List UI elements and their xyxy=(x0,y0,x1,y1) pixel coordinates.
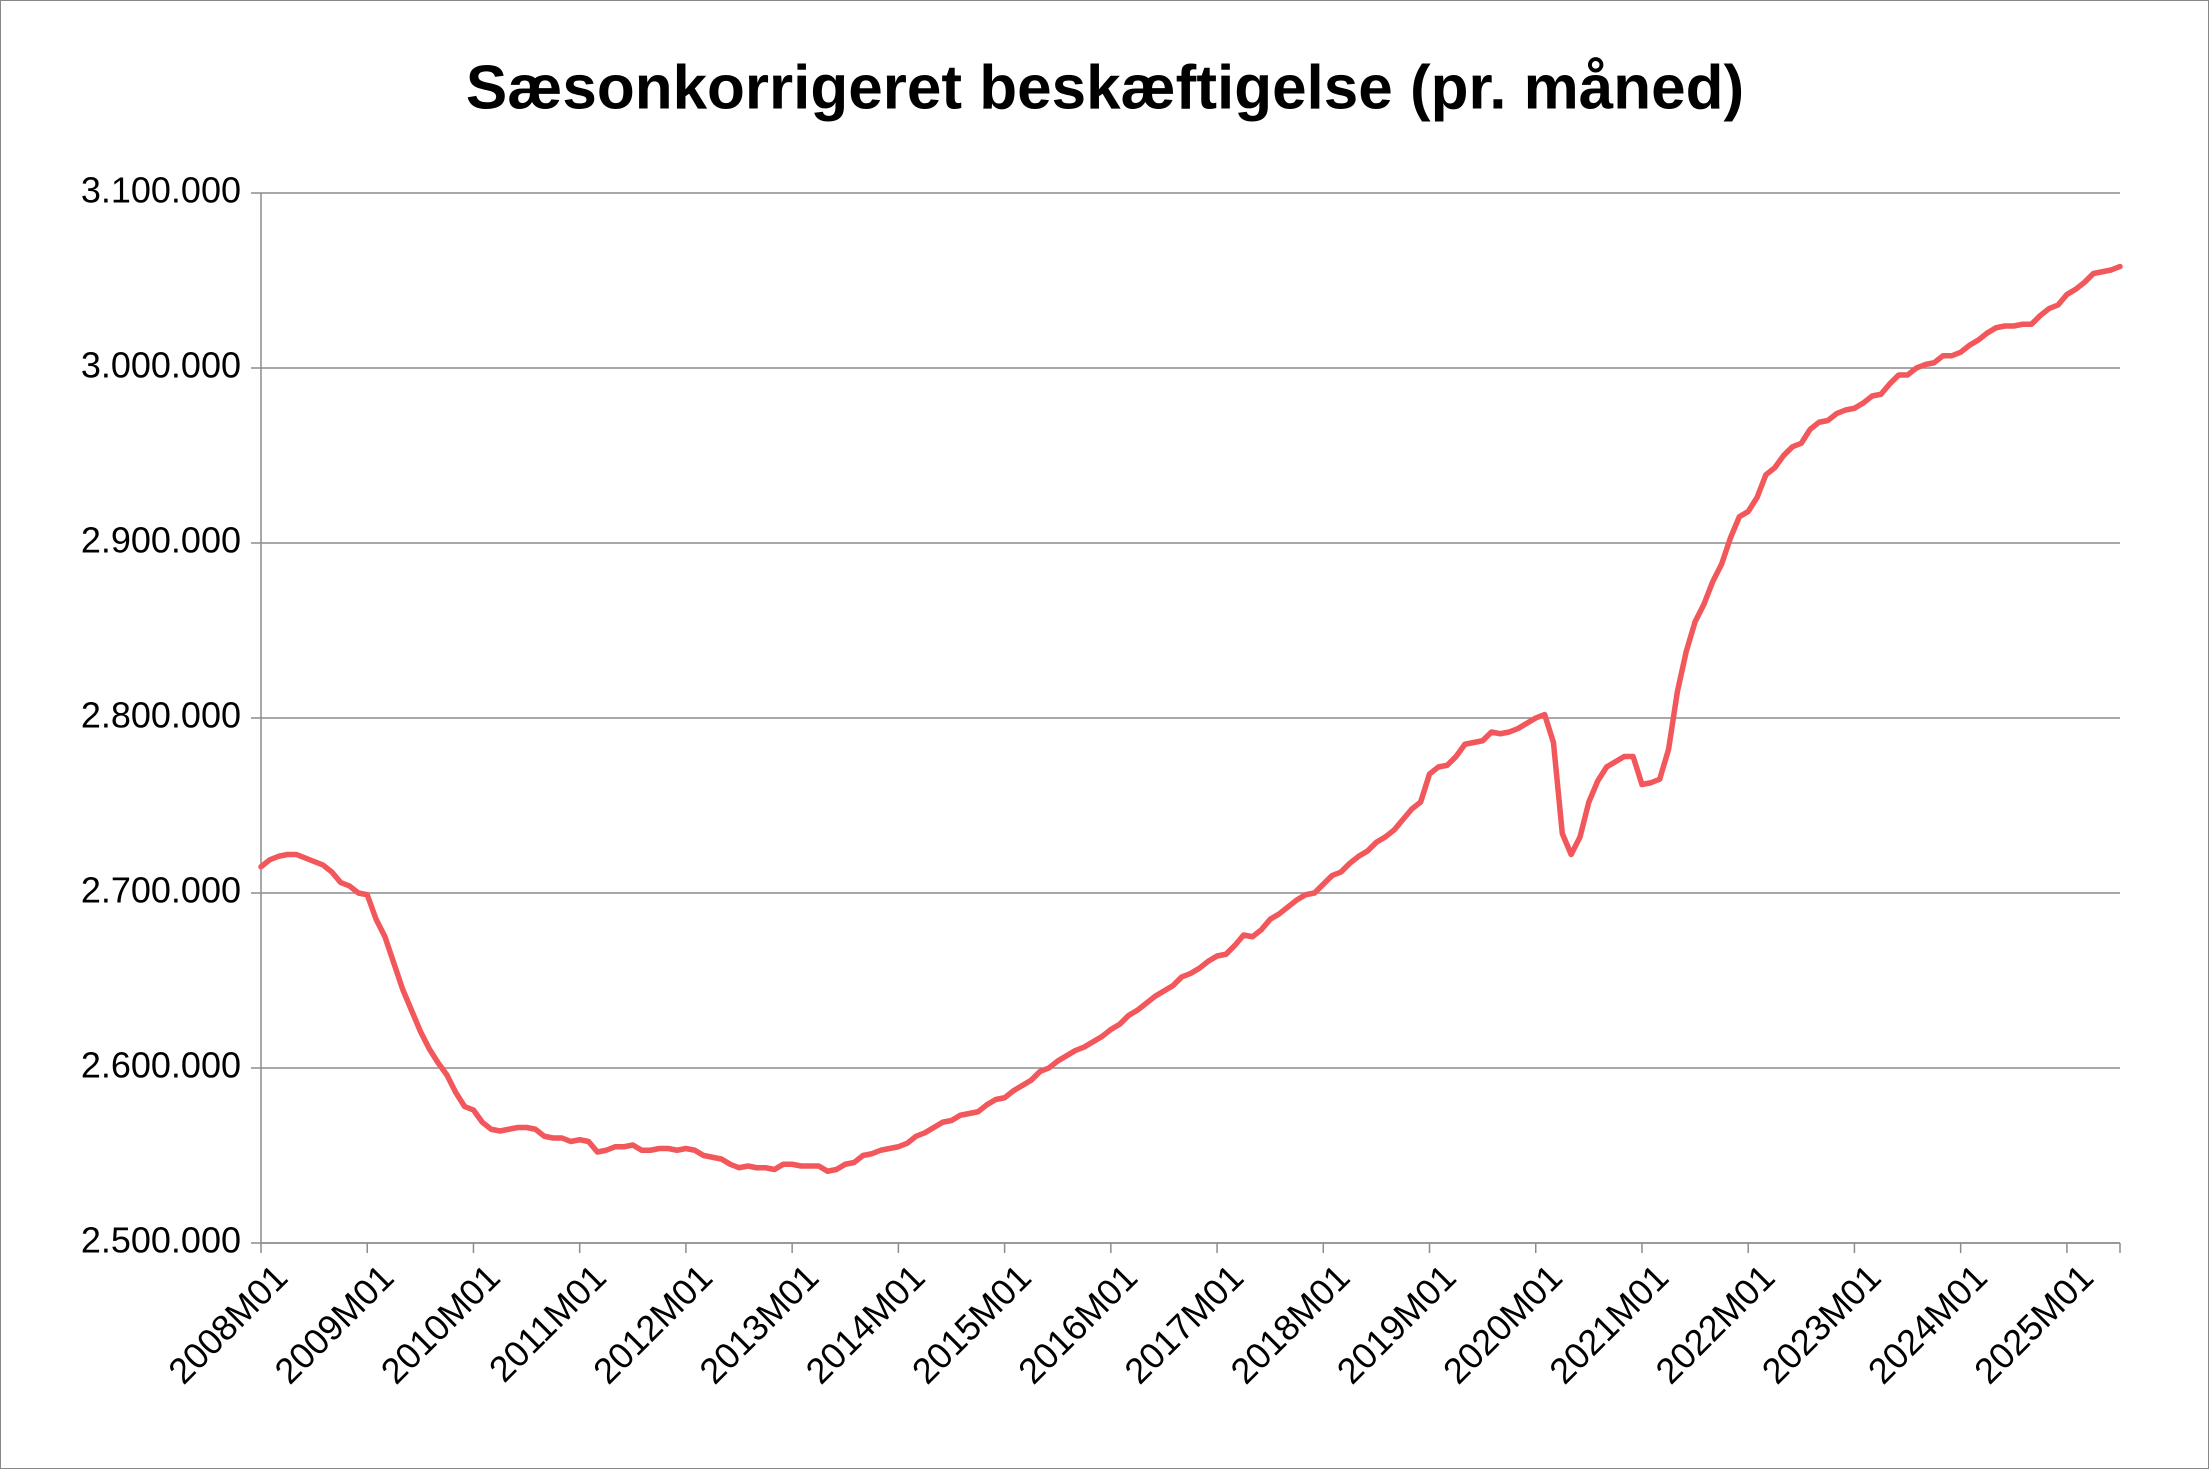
y-tick-label: 2.500.000 xyxy=(81,1220,241,1261)
chart-title: Sæsonkorrigeret beskæftigelse (pr. måned… xyxy=(466,53,1744,122)
y-tick-label: 2.900.000 xyxy=(81,520,241,561)
y-tick-label: 3.000.000 xyxy=(81,345,241,386)
y-tick-label: 2.700.000 xyxy=(81,870,241,911)
y-tick-label: 3.100.000 xyxy=(81,170,241,211)
y-tick-label: 2.800.000 xyxy=(81,695,241,736)
data-line xyxy=(258,263,2123,1174)
y-tick-label: 2.600.000 xyxy=(81,1045,241,1086)
